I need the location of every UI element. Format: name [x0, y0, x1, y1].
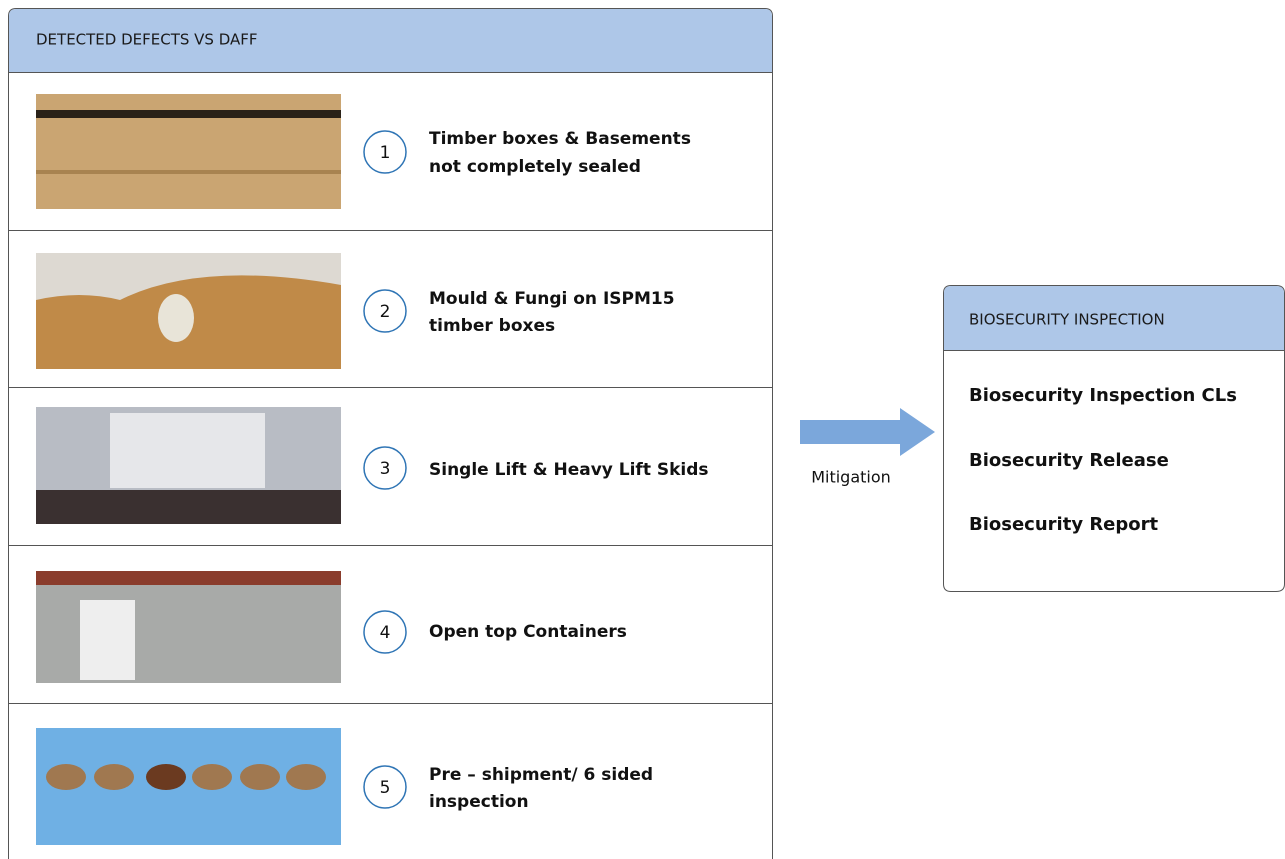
photo-detail [36, 110, 341, 118]
photo [36, 94, 341, 209]
item-label: Open top Containers [429, 622, 627, 642]
diagram: DETECTED DEFECTS VS DAFF [0, 0, 1285, 859]
photo-detail [240, 764, 280, 790]
photo [36, 571, 341, 683]
right-item: Biosecurity Inspection CLs [969, 385, 1237, 406]
item-number: 2 [380, 302, 391, 322]
arrow-label: Mitigation [811, 468, 891, 487]
photo [36, 728, 341, 845]
item-label: Timber boxes & Basements [429, 129, 691, 149]
photo-detail [36, 490, 341, 524]
photo-detail [36, 571, 341, 585]
photo-detail [286, 764, 326, 790]
photo-detail [146, 764, 186, 790]
photo [36, 407, 341, 524]
photo-detail [80, 600, 135, 680]
arrow [800, 408, 935, 456]
item-label: inspection [429, 792, 529, 812]
photo [36, 253, 341, 369]
item-label: not completely sealed [429, 157, 641, 177]
photo-detail [46, 764, 86, 790]
right-item: Biosecurity Report [969, 514, 1159, 535]
photo-detail [158, 294, 194, 342]
item-label: timber boxes [429, 316, 555, 336]
item-number: 4 [380, 623, 391, 643]
item-label: Single Lift & Heavy Lift Skids [429, 460, 709, 480]
right-item: Biosecurity Release [969, 450, 1169, 471]
photo-detail [94, 764, 134, 790]
right-title: BIOSECURITY INSPECTION [969, 311, 1165, 329]
photo-detail [36, 170, 341, 174]
item-label: Mould & Fungi on ISPM15 [429, 289, 675, 309]
photo-detail [192, 764, 232, 790]
left-title: DETECTED DEFECTS VS DAFF [36, 31, 258, 49]
photo-detail [110, 413, 265, 488]
item-number: 3 [380, 459, 391, 479]
item-label: Pre – shipment/ 6 sided [429, 765, 653, 785]
item-number: 1 [380, 143, 391, 163]
item-number: 5 [380, 778, 391, 798]
